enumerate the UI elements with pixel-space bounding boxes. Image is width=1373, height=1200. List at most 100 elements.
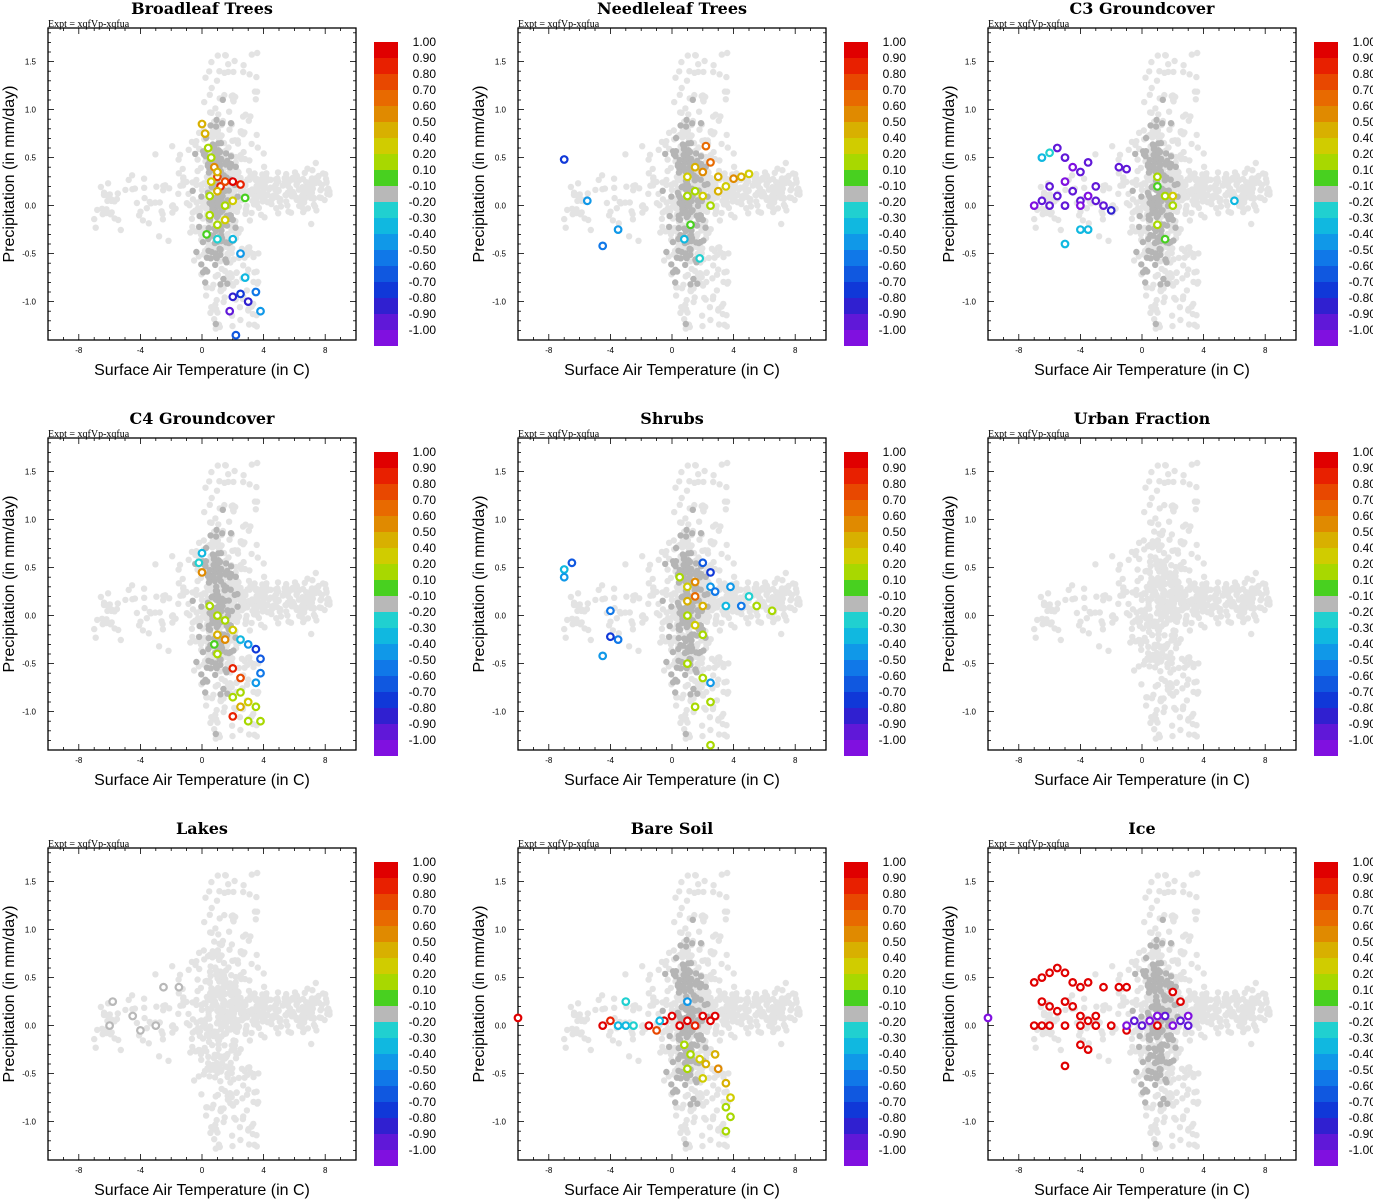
background-point: [723, 131, 730, 139]
data-point: [1152, 181, 1162, 191]
data-point: [1037, 153, 1047, 163]
background-point: [202, 292, 210, 299]
data-point: [200, 129, 210, 139]
background-point: [1224, 202, 1231, 209]
masked-point: [1162, 161, 1169, 168]
background-point: [238, 655, 246, 662]
background-point: [1210, 192, 1217, 199]
x-tick-label: 8: [323, 756, 328, 765]
background-point: [214, 462, 221, 469]
data-point: [1037, 196, 1047, 206]
masked-point: [199, 679, 207, 686]
background-point: [244, 661, 251, 668]
y-tick-label: 0.0: [25, 202, 37, 211]
background-point: [639, 143, 646, 150]
background-point: [206, 91, 213, 99]
masked-point: [682, 250, 689, 257]
background-point: [611, 594, 618, 601]
colorbar-segment: [1314, 202, 1338, 218]
masked-point: [215, 140, 222, 147]
background-point: [626, 609, 633, 616]
data-point: [582, 196, 592, 206]
background-point: [166, 185, 173, 192]
background-point: [722, 96, 729, 103]
background-point: [569, 211, 576, 218]
background-point: [241, 155, 249, 163]
y-axis-label: Precipitation (in mm/day): [941, 86, 958, 263]
colorbar-label: 0.20: [883, 147, 907, 161]
background-point: [248, 140, 255, 148]
background-point: [1243, 188, 1250, 196]
masked-point: [207, 255, 214, 262]
masked-point: [682, 261, 689, 269]
masked-point: [1157, 208, 1165, 216]
background-point: [771, 195, 779, 202]
background-point: [213, 296, 220, 304]
background-point: [690, 298, 697, 306]
background-point: [1266, 191, 1273, 198]
background-point: [712, 180, 719, 187]
data-point: [744, 169, 754, 179]
background-point: [723, 323, 730, 330]
background-point: [108, 196, 115, 203]
background-point: [254, 144, 261, 151]
background-point: [1057, 226, 1065, 234]
background-point: [242, 590, 249, 597]
background-point: [232, 93, 239, 101]
background-point: [737, 586, 744, 593]
background-point: [592, 186, 599, 194]
background-point: [222, 462, 229, 469]
colorbar-label: 0.70: [413, 493, 437, 507]
data-point: [1083, 225, 1093, 235]
colorbar-label: 0.10: [413, 163, 437, 177]
background-point: [254, 690, 261, 697]
background-point: [275, 596, 282, 603]
x-tick-label: 8: [323, 346, 328, 355]
background-point: [622, 151, 629, 158]
background-point: [313, 617, 320, 624]
y-tick-label: 1.5: [965, 58, 977, 67]
background-point: [683, 296, 690, 304]
colorbar-label: 0.90: [413, 461, 437, 475]
background-point: [708, 245, 716, 252]
background-point: [260, 163, 268, 170]
masked-point: [227, 586, 234, 593]
background-point: [240, 558, 247, 566]
background-point: [771, 579, 778, 586]
background-point: [636, 595, 643, 602]
colorbar-label: 0.60: [413, 99, 437, 113]
background-point: [791, 606, 798, 614]
masked-point: [234, 603, 241, 610]
masked-point: [1165, 216, 1172, 223]
background-point: [216, 68, 223, 75]
background-point: [310, 611, 318, 618]
colorbar-segment: [844, 266, 868, 282]
background-point: [635, 237, 642, 244]
background-point: [225, 144, 232, 151]
background-point: [754, 612, 761, 619]
background-point: [92, 224, 99, 231]
background-points: [561, 459, 803, 742]
masked-point: [1147, 194, 1154, 201]
colorbar-label: -0.40: [1349, 227, 1373, 241]
data-point: [256, 668, 265, 678]
background-point: [225, 518, 233, 525]
background-point: [744, 585, 751, 592]
background-point: [289, 176, 296, 183]
background-point: [623, 593, 630, 600]
colorbar-label: 0.40: [413, 541, 437, 555]
background-point: [115, 216, 122, 224]
background-point: [1235, 186, 1243, 193]
background-point: [240, 68, 247, 76]
y-tick-label: -1.0: [22, 298, 36, 307]
colorbar-segment: [374, 314, 398, 330]
background-point: [668, 186, 676, 194]
background-point: [650, 584, 657, 591]
masked-point: [689, 120, 696, 127]
colorbar-label: 0.10: [883, 163, 907, 177]
masked-point: [232, 163, 239, 170]
background-point: [724, 280, 731, 287]
background-point: [760, 600, 768, 608]
data-point: [1045, 201, 1054, 211]
masked-point: [1156, 164, 1163, 171]
